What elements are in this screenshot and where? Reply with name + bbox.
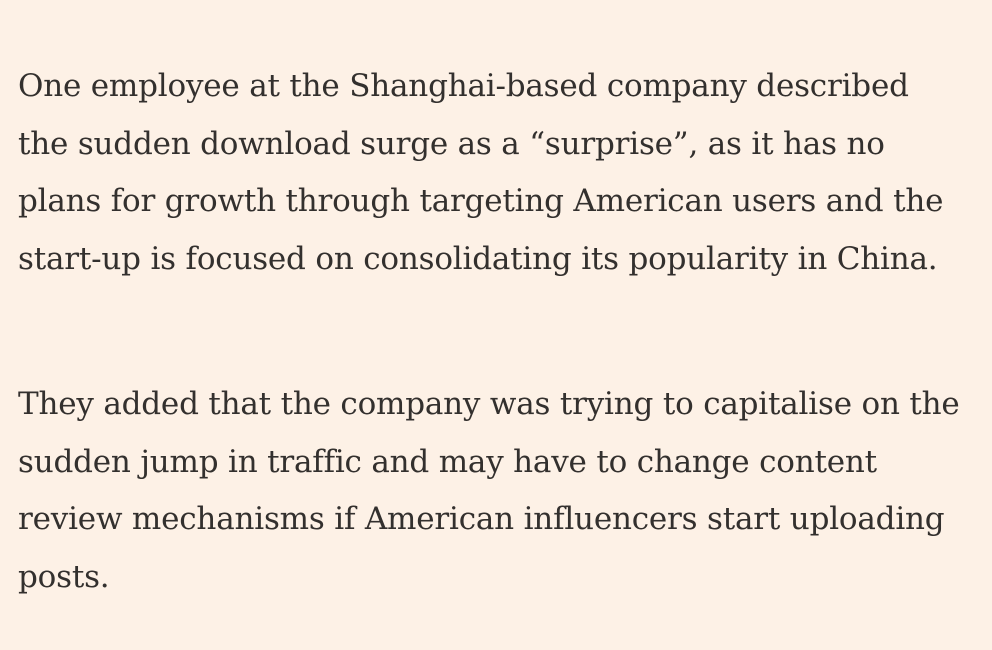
paragraph-line: posts. — [18, 558, 110, 595]
paragraph-line: One employee at the Shanghai-based compa… — [18, 68, 909, 104]
article-paragraph-1: One employee at the Shanghai-based compa… — [18, 58, 972, 288]
paragraph-line: They added that the company was trying t… — [18, 386, 960, 422]
paragraph-line: review mechanisms if American influencer… — [18, 501, 945, 537]
paragraph-line: plans for growth through targeting Ameri… — [18, 183, 944, 219]
article-paragraph-2: They added that the company was trying t… — [18, 376, 972, 606]
paragraph-line: sudden jump in traffic and may have to c… — [18, 443, 877, 480]
paragraph-line: the sudden download surge as a “surprise… — [18, 125, 885, 162]
paragraph-line: start-up is focused on consolidating its… — [18, 240, 938, 277]
